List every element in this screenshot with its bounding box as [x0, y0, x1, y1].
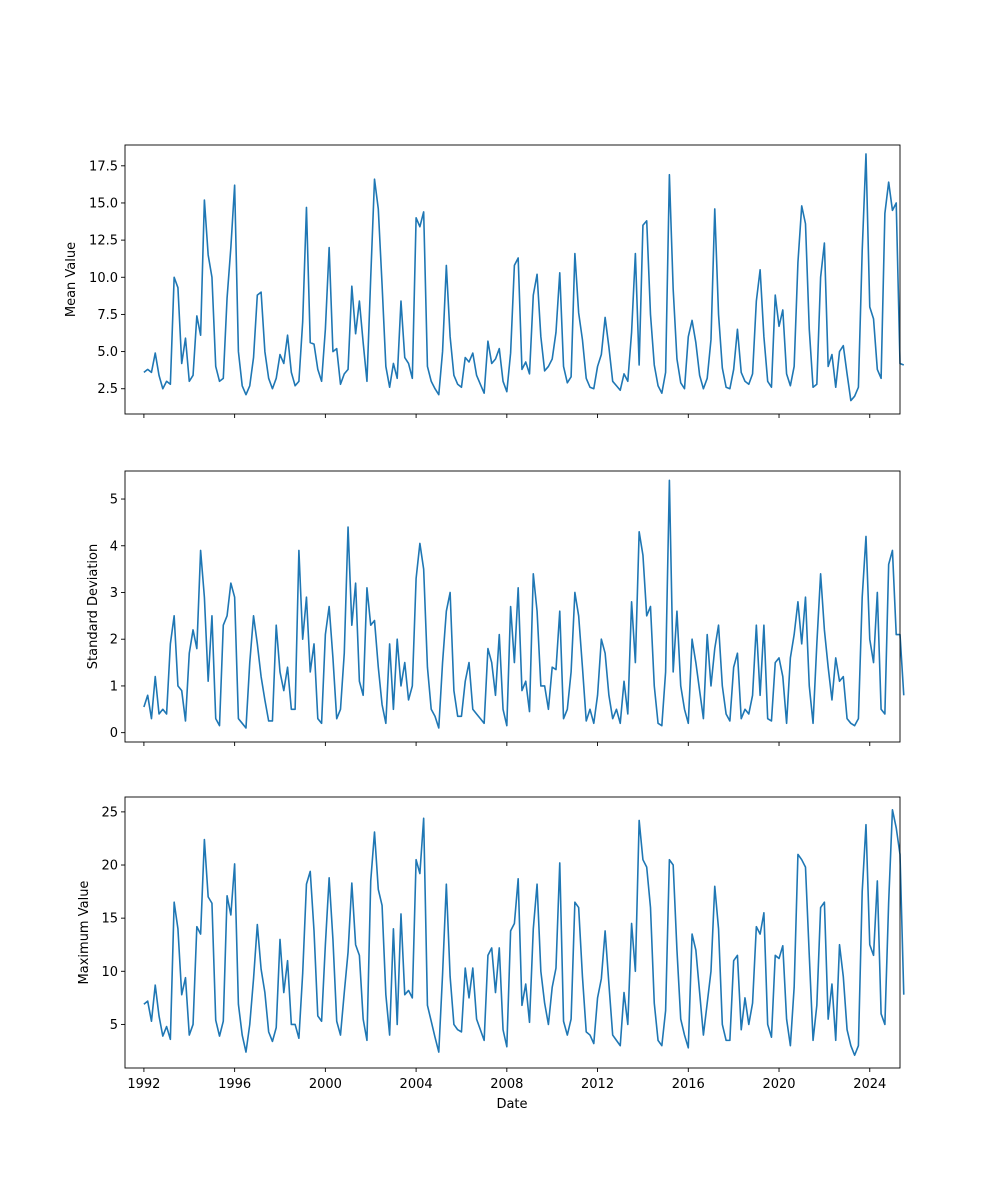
x-tick-label: 2024	[853, 1077, 886, 1092]
subplot-1: 2.5 5.0 7.5 10.0 12.5 15.0 17.5 Mean Value	[64, 144, 905, 418]
y-tick-label: 5	[110, 1018, 118, 1033]
series-line	[143, 153, 905, 402]
x-tick-label: 2016	[672, 1077, 705, 1092]
y-tick-label: 7.5	[97, 308, 118, 323]
x-tick-label: 1996	[218, 1077, 251, 1092]
series-line	[143, 808, 905, 1057]
y-tick-label: 4	[110, 539, 118, 554]
y-tick-label: 3	[110, 586, 118, 601]
y-tick-label: 2	[110, 633, 118, 648]
y-tick-label: 17.5	[89, 159, 118, 174]
x-axis-label: Date	[496, 1097, 527, 1112]
x-tick-label: 2012	[581, 1077, 614, 1092]
y-tick-label: 20	[101, 859, 118, 874]
x-tick-label: 2000	[309, 1077, 342, 1092]
x-tick-label: 1992	[127, 1077, 160, 1092]
series-line	[143, 479, 905, 729]
y-tick-label: 1	[110, 679, 118, 694]
y-tick-label: 12.5	[89, 234, 118, 249]
y-tick-label: 5.0	[97, 345, 118, 360]
y-tick-label: 5	[110, 493, 118, 508]
y-tick-label: 10.0	[89, 271, 118, 286]
subplot-panels: 2.5 5.0 7.5 10.0 12.5 15.0 17.5 Mean Value 0 1 2 3 4…	[64, 144, 905, 1092]
axes-frame	[124, 470, 901, 743]
y-tick-label: 25	[101, 805, 118, 820]
axes-frame	[124, 144, 901, 415]
x-tick-label: 2004	[400, 1077, 433, 1092]
y-tick-label: 15.0	[89, 196, 118, 211]
y-axis-label: Maximum Value	[77, 881, 92, 985]
y-tick-label: 2.5	[97, 382, 118, 397]
y-axis-label: Mean Value	[64, 242, 79, 317]
axes-frame	[124, 796, 901, 1069]
x-tick-label: 2020	[762, 1077, 795, 1092]
y-tick-label: 0	[110, 726, 118, 741]
subplot-2: 0 1 2 3 4 5 Standard Deviation	[86, 470, 905, 746]
y-tick-label: 10	[101, 965, 118, 980]
subplot-3: 5 10 15 20 25 1992 1996 2000 2004 2008 2012 2016 202…	[77, 796, 905, 1092]
y-tick-label: 15	[101, 912, 118, 927]
y-axis-label: Standard Deviation	[86, 544, 101, 669]
x-tick-label: 2008	[490, 1077, 523, 1092]
